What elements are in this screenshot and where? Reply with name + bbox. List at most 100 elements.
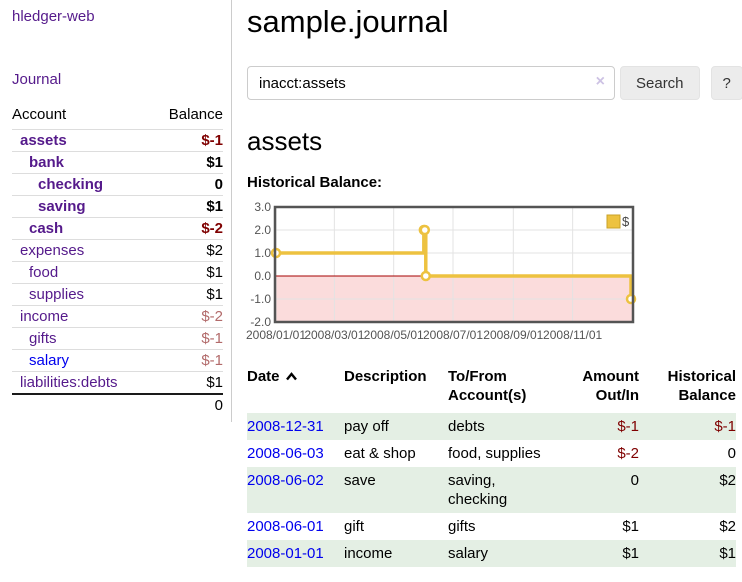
x-tick-label: 2008/03/01 [304,328,364,342]
sort-ascending-icon [285,367,298,386]
account-link-income[interactable]: income [20,308,69,325]
account-link-assets[interactable]: assets [20,132,67,149]
account-row-assets: assets $-1 [12,129,223,152]
transaction-description: save [344,472,376,489]
account-row-saving: saving $1 [12,195,223,218]
search-box: × [247,66,615,100]
legend-swatch [606,214,621,229]
transaction-row[interactable]: 2008-06-03 eat & shop food, supplies $-2… [247,440,736,467]
transaction-amount: $1 [622,518,639,535]
account-link-bank[interactable]: bank [29,154,65,171]
transaction-accounts: food, supplies [448,445,541,462]
account-row-gifts: gifts $-1 [12,327,223,350]
account-link-cash[interactable]: cash [29,220,64,237]
balance-col-header: Balance [168,106,223,123]
account-link-supplies[interactable]: supplies [29,286,85,303]
x-tick-label: 2008/09/01 [483,328,543,342]
account-balance: $2 [151,239,223,262]
brand-link[interactable]: hledger-web [12,8,95,25]
account-row-liabilities-debts: liabilities:debts $1 [12,371,223,394]
account-balance: $1 [151,151,223,174]
account-link-salary[interactable]: salary [29,352,70,369]
transaction-accounts: gifts [448,518,476,535]
clear-search-icon[interactable]: × [595,73,605,90]
search-form: × Search ? [247,66,742,100]
y-tick-label: 0.0 [254,269,271,283]
x-tick-label: 2008/05/01 [364,328,424,342]
account-link-saving[interactable]: saving [38,198,86,215]
account-balance: $-2 [151,305,223,328]
transaction-amount: $1 [622,545,639,562]
transaction-accounts: debts [448,418,485,435]
account-balance: $-1 [151,349,223,372]
register-header-row: Date Description To/From Account(s) Amou… [247,365,736,413]
account-link-expenses[interactable]: expenses [20,242,85,259]
register-account-heading: assets [247,126,323,156]
search-input[interactable] [247,66,615,100]
x-tick-label: 2008/07/01 [423,328,483,342]
account-link-gifts[interactable]: gifts [29,330,57,347]
main-content: sample.journal × Search ? assets Histori… [232,0,742,577]
account-balance: $1 [151,371,223,394]
transaction-balance: $-1 [714,418,736,435]
transaction-description: income [344,545,393,562]
help-button[interactable]: ? [710,66,742,100]
search-button[interactable]: Search [620,66,700,100]
account-link-liabilities-debts[interactable]: liabilities:debts [20,374,118,391]
x-tick-label: 2008/01/01 [246,328,306,342]
account-balance: 0 [151,173,223,196]
account-balance: $-2 [151,217,223,240]
transaction-description: eat & shop [344,445,416,462]
y-tick-label: -1.0 [250,292,271,306]
y-tick-label: 1.0 [254,246,271,260]
transaction-amount: 0 [630,472,639,489]
account-row-bank: bank $1 [12,151,223,174]
date-column-header[interactable]: Date [247,365,344,413]
accounts-table: Account Balance assets $-1 bank $1 check… [12,103,223,416]
transaction-date-link[interactable]: 2008-06-02 [247,472,324,489]
transaction-amount: $-2 [617,445,639,462]
transaction-date-link[interactable]: 2008-06-03 [247,445,324,462]
sidebar: hledger-web Journal Account Balance asse… [0,0,232,422]
transaction-balance: $2 [719,472,736,489]
y-tick-label: 2.0 [254,223,271,237]
account-balance: $1 [151,195,223,218]
transaction-row[interactable]: 2008-12-31 pay off debts $-1 $-1 [247,413,736,440]
amount-column-header: Amount Out/In [582,368,639,404]
account-link-food[interactable]: food [29,264,59,281]
account-row-expenses: expenses $2 [12,239,223,262]
description-column-header: Description [344,368,427,385]
account-row-salary: salary $-1 [12,349,223,372]
transaction-balance: $2 [719,518,736,535]
account-balance: $-1 [151,129,223,152]
account-row-cash: cash $-2 [12,217,223,240]
tofrom-column-header: To/From Account(s) [448,368,527,404]
register-table: Date Description To/From Account(s) Amou… [247,365,736,567]
transaction-description: pay off [344,418,389,435]
transaction-accounts: salary [448,545,489,562]
chart-title: Historical Balance: [247,174,383,191]
transaction-date-link[interactable]: 2008-12-31 [247,418,324,435]
account-row-checking: checking 0 [12,173,223,196]
transaction-row[interactable]: 2008-01-01 income salary $1 $1 [247,540,736,567]
balance-column-header: Historical Balance [667,368,736,404]
balance-chart-svg: $3.0 2.0 1.0 0.0 -1.0 -2.02008/01/012008/03/0… [246,200,637,342]
app-brand: hledger-web [12,8,223,25]
journal-link[interactable]: Journal [12,71,62,88]
page-title: sample.journal [247,4,449,39]
transaction-accounts: saving, checking [448,472,508,508]
transaction-date-link[interactable]: 2008-06-01 [247,518,324,535]
accounts-total-row: 0 [12,393,223,416]
transaction-description: gift [344,518,365,535]
account-row-food: food $1 [12,261,223,284]
sidebar-nav: Journal [12,71,223,88]
transaction-date-link[interactable]: 2008-01-01 [247,545,324,562]
y-tick-label: 3.0 [254,200,271,214]
transaction-row[interactable]: 2008-06-02 save saving, checking 0 $2 [247,467,736,513]
account-link-checking[interactable]: checking [38,176,104,193]
account-row-supplies: supplies $1 [12,283,223,306]
transaction-row[interactable]: 2008-06-01 gift gifts $1 $2 [247,513,736,540]
accounts-col-header: Account [12,106,67,123]
historical-balance-chart: $3.0 2.0 1.0 0.0 -1.0 -2.0 2008/01/01 2008/03/0… [246,200,741,347]
